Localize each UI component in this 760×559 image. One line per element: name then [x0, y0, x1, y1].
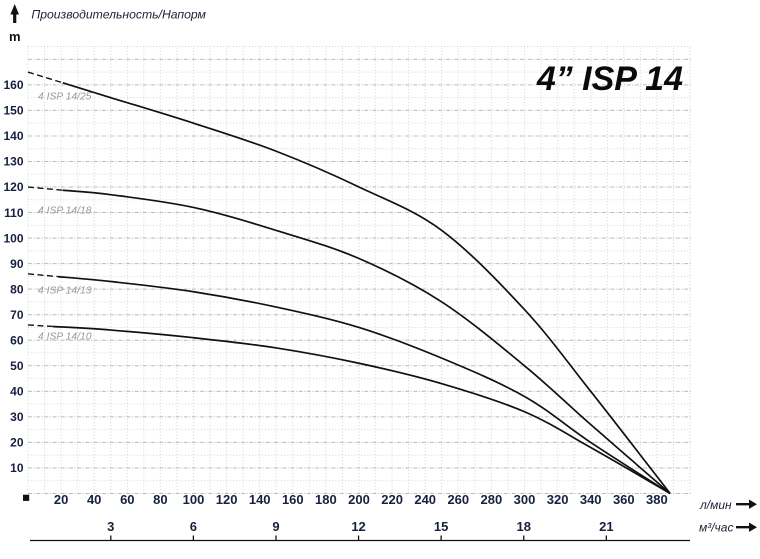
svg-text:m: m — [9, 29, 21, 44]
svg-text:100: 100 — [3, 231, 23, 245]
svg-text:80: 80 — [10, 282, 24, 296]
svg-text:240: 240 — [414, 492, 436, 507]
svg-text:260: 260 — [447, 492, 469, 507]
svg-text:18: 18 — [517, 519, 531, 534]
svg-text:140: 140 — [249, 492, 271, 507]
svg-text:15: 15 — [434, 519, 448, 534]
svg-text:220: 220 — [381, 492, 403, 507]
svg-text:4 ISP 14/25: 4 ISP 14/25 — [38, 92, 92, 103]
svg-text:6: 6 — [190, 519, 197, 534]
svg-text:9: 9 — [272, 519, 279, 534]
svg-text:120: 120 — [3, 180, 23, 194]
svg-text:180: 180 — [315, 492, 337, 507]
svg-text:150: 150 — [3, 104, 23, 118]
svg-text:360: 360 — [613, 492, 635, 507]
svg-text:280: 280 — [481, 492, 503, 507]
svg-text:120: 120 — [216, 492, 238, 507]
svg-text:110: 110 — [4, 206, 24, 220]
svg-text:м³/час: м³/час — [699, 521, 733, 535]
svg-text:4 ISP 14/10: 4 ISP 14/10 — [38, 332, 92, 343]
svg-text:4 ISP 14/13: 4 ISP 14/13 — [38, 286, 92, 297]
svg-text:100: 100 — [183, 492, 205, 507]
svg-text:60: 60 — [120, 492, 134, 507]
svg-text:20: 20 — [10, 436, 24, 450]
svg-text:130: 130 — [3, 155, 23, 169]
svg-text:12: 12 — [351, 519, 365, 534]
svg-text:60: 60 — [10, 333, 24, 347]
svg-text:40: 40 — [10, 385, 24, 399]
svg-text:160: 160 — [3, 78, 23, 92]
svg-text:4 ISP 14/18: 4 ISP 14/18 — [38, 206, 92, 217]
svg-text:70: 70 — [10, 308, 24, 322]
svg-text:160: 160 — [282, 492, 304, 507]
svg-text:30: 30 — [10, 410, 24, 424]
svg-text:300: 300 — [514, 492, 536, 507]
svg-text:л/мин: л/мин — [699, 498, 732, 512]
svg-text:340: 340 — [580, 492, 602, 507]
svg-text:200: 200 — [348, 492, 370, 507]
svg-text:40: 40 — [87, 492, 101, 507]
svg-text:90: 90 — [10, 257, 24, 271]
svg-text:20: 20 — [54, 492, 68, 507]
svg-text:4” ISP 14: 4” ISP 14 — [536, 60, 683, 98]
svg-text:320: 320 — [547, 492, 569, 507]
svg-text:21: 21 — [599, 519, 613, 534]
svg-text:10: 10 — [10, 461, 24, 475]
svg-text:80: 80 — [153, 492, 167, 507]
svg-text:140: 140 — [3, 129, 23, 143]
svg-text:50: 50 — [10, 359, 24, 373]
svg-text:3: 3 — [107, 519, 114, 534]
svg-text:Производительность/Напорм: Производительность/Напорм — [31, 8, 206, 22]
svg-text:380: 380 — [646, 492, 668, 507]
